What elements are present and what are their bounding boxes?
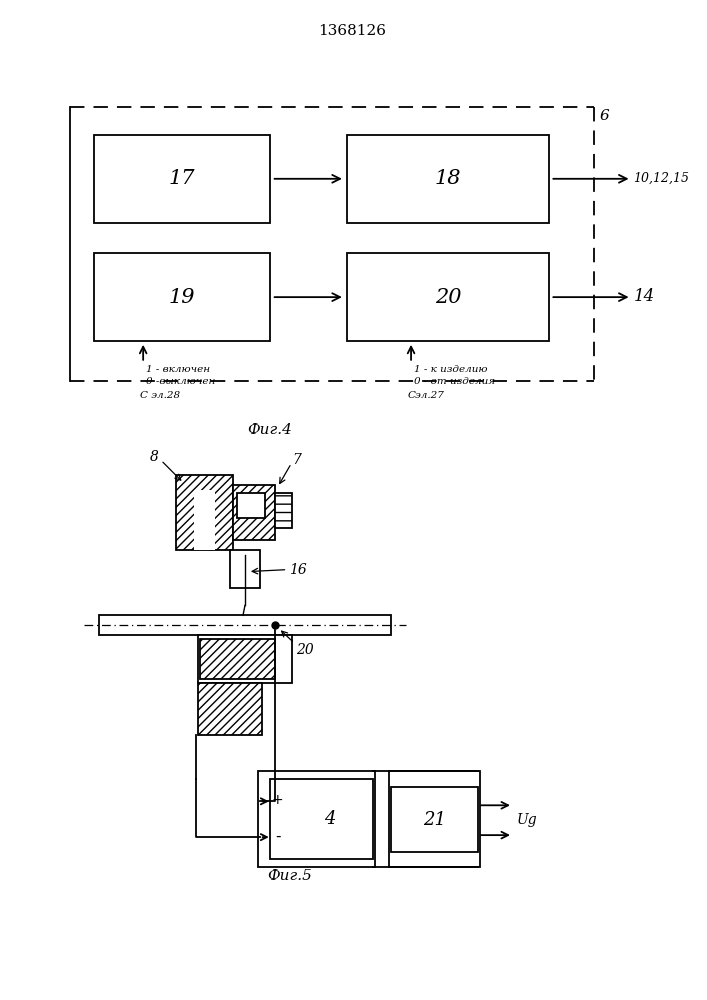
- Text: 8: 8: [150, 450, 158, 464]
- Bar: [274, 493, 293, 528]
- Text: Сэл.27: Сэл.27: [408, 391, 445, 400]
- Bar: [199, 639, 274, 679]
- Bar: [197, 683, 262, 735]
- Bar: [197, 635, 293, 683]
- Bar: [94, 135, 269, 223]
- Text: 16: 16: [289, 563, 308, 577]
- Bar: [99, 615, 391, 635]
- Text: Фиг.5: Фиг.5: [267, 869, 312, 883]
- Text: -: -: [275, 829, 281, 844]
- Text: С эл.28: С эл.28: [140, 391, 180, 400]
- Text: 10,12,15: 10,12,15: [633, 171, 689, 184]
- Bar: [390, 771, 480, 867]
- Bar: [269, 779, 373, 859]
- Bar: [94, 253, 269, 341]
- Bar: [237, 493, 264, 518]
- Text: 20: 20: [296, 643, 314, 657]
- Text: 18: 18: [435, 169, 462, 188]
- Text: 17: 17: [168, 169, 195, 188]
- Text: Фиг.4: Фиг.4: [247, 423, 292, 437]
- Text: 4: 4: [324, 810, 335, 828]
- Text: 1 - к изделию: 1 - к изделию: [414, 365, 488, 374]
- Bar: [233, 485, 274, 540]
- Text: +: +: [271, 793, 284, 807]
- Text: 7: 7: [293, 453, 301, 467]
- Text: 1 - включен: 1 - включен: [146, 365, 210, 374]
- Bar: [258, 771, 375, 867]
- Text: Ug: Ug: [517, 813, 537, 827]
- Bar: [347, 135, 549, 223]
- Text: 14: 14: [633, 288, 655, 305]
- Text: 0 -выключен: 0 -выключен: [146, 377, 216, 386]
- Bar: [194, 490, 216, 550]
- Text: 19: 19: [168, 288, 195, 307]
- Text: 20: 20: [435, 288, 462, 307]
- Bar: [230, 550, 259, 588]
- Text: 0 - от изделия: 0 - от изделия: [414, 377, 495, 386]
- Bar: [176, 475, 233, 550]
- Bar: [347, 253, 549, 341]
- Text: 1368126: 1368126: [317, 24, 386, 38]
- Text: 6: 6: [600, 109, 609, 123]
- Text: 21: 21: [423, 811, 446, 829]
- Bar: [391, 787, 478, 852]
